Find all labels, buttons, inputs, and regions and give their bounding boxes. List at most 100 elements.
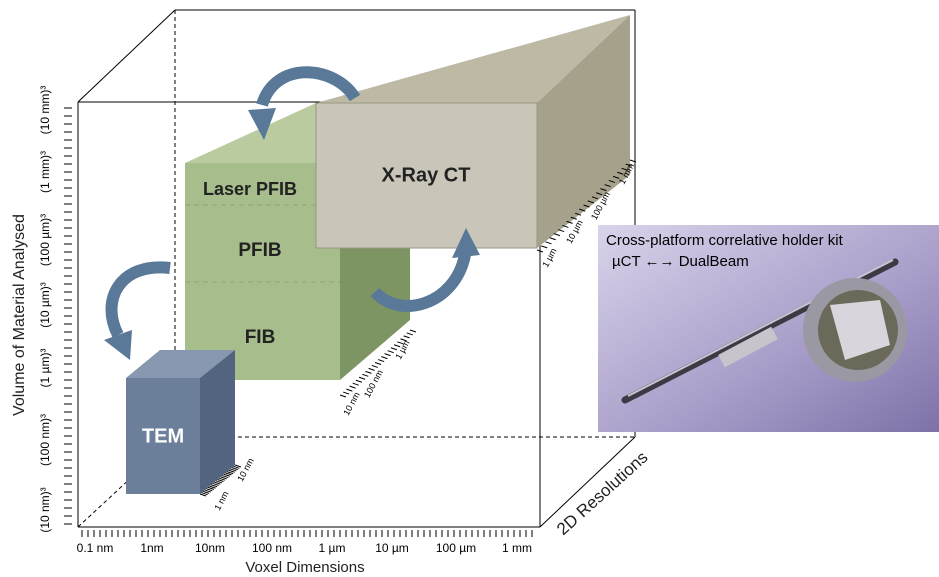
depth-tick-label: 1 µm xyxy=(393,338,411,361)
depth-tick-label: 10 nm xyxy=(341,390,362,417)
y-tick-label: (10 mm)³ xyxy=(38,86,52,135)
depth-minor-tick xyxy=(226,471,234,475)
depth-minor-tick xyxy=(608,179,616,183)
depth-minor-tick xyxy=(381,356,388,360)
depth-minor-tick xyxy=(400,338,407,342)
y-tick-label: (100 µm)³ xyxy=(38,214,52,266)
y-tick-label: (1 mm)³ xyxy=(38,151,52,193)
depth-minor-tick xyxy=(397,341,404,345)
depth-minor-tick xyxy=(343,391,350,395)
y-tick-label: (1 µm)³ xyxy=(38,349,52,388)
depth-minor-tick xyxy=(358,376,366,380)
depth-minor-tick xyxy=(570,216,577,220)
depth-minor-tick xyxy=(228,469,235,473)
y-tick-label: (10 µm)³ xyxy=(38,282,52,328)
block-label: PFIB xyxy=(238,240,281,261)
depth-minor-tick xyxy=(591,196,599,200)
x-tick-label: 100 µm xyxy=(436,541,476,555)
depth-minor-tick xyxy=(203,490,210,494)
depth-minor-tick xyxy=(566,220,573,224)
depth-tick-label: 10 nm xyxy=(235,456,256,483)
block-label: Laser PFIB xyxy=(203,179,297,199)
depth-minor-tick xyxy=(233,465,240,469)
depth-minor-tick xyxy=(621,167,628,171)
depth-minor-tick xyxy=(545,241,552,245)
depth-minor-tick xyxy=(384,353,391,357)
depth-minor-tick xyxy=(378,359,385,363)
depth-minor-tick xyxy=(604,184,611,188)
depth-minor-tick xyxy=(536,249,544,253)
tem-block xyxy=(126,350,235,494)
depth-minor-tick xyxy=(212,482,219,486)
depth-minor-tick xyxy=(583,204,590,208)
x-tick-label: 10nm xyxy=(195,541,225,555)
x-tick-label: 1 µm xyxy=(319,541,346,555)
depth-minor-tick xyxy=(355,379,363,383)
depth-tick-label: 1 µm xyxy=(540,246,558,269)
depth-minor-tick xyxy=(362,373,369,377)
depth-minor-tick xyxy=(625,163,632,167)
xray-block xyxy=(315,15,630,249)
depth-axis-label: 2D Resolutions xyxy=(553,448,651,539)
block-label: FIB xyxy=(245,327,276,348)
x-tick-label: 10 µm xyxy=(375,541,409,555)
depth-minor-tick xyxy=(557,229,565,233)
depth-minor-tick xyxy=(218,477,226,481)
x-tick-label: 1 mm xyxy=(502,541,532,555)
depth-minor-tick xyxy=(339,394,347,398)
depth-minor-tick xyxy=(393,344,401,348)
depth-minor-tick xyxy=(579,208,586,212)
depth-minor-tick xyxy=(223,473,231,477)
depth-minor-tick xyxy=(596,192,603,196)
block-label: X-Ray CT xyxy=(382,164,471,186)
photo: Cross-platform correlative holder kit µC… xyxy=(598,225,939,432)
depth-minor-tick xyxy=(215,480,223,484)
depth-minor-tick xyxy=(409,329,417,333)
photo-caption: µCT ←→ DualBeam xyxy=(612,253,749,270)
depth-minor-tick xyxy=(390,347,398,351)
depth-minor-tick xyxy=(209,485,216,489)
depth-minor-tick xyxy=(222,475,229,479)
depth-minor-tick xyxy=(549,237,556,241)
x-tick-label: 0.1 nm xyxy=(77,541,114,555)
depth-minor-tick xyxy=(204,489,211,493)
depth-minor-tick xyxy=(587,200,594,204)
y-tick-label: (100 nm)³ xyxy=(38,414,52,466)
y-axis-label: Volume of Material Analysed xyxy=(11,214,28,416)
depth-minor-tick xyxy=(371,364,378,368)
depth-minor-tick xyxy=(220,476,227,480)
tick-marks xyxy=(64,107,637,537)
depth-minor-tick xyxy=(629,159,637,163)
depth-minor-tick xyxy=(365,370,372,374)
depth-minor-tick xyxy=(201,492,208,496)
depth-minor-tick xyxy=(346,388,353,392)
depth-minor-tick xyxy=(206,488,213,492)
depth-minor-tick xyxy=(612,175,620,179)
depth-tick-label: 100 nm xyxy=(362,368,385,399)
depth-minor-tick xyxy=(234,464,242,468)
depth-minor-tick xyxy=(553,233,561,237)
depth-minor-tick xyxy=(210,484,218,488)
depth-minor-tick xyxy=(387,350,394,354)
depth-minor-tick xyxy=(217,479,224,482)
depth-minor-tick xyxy=(214,481,221,485)
x-tick-label: 100 nm xyxy=(252,541,292,555)
y-tick-label: (10 nm)³ xyxy=(38,487,52,532)
depth-minor-tick xyxy=(562,224,569,228)
depth-minor-tick xyxy=(207,486,215,490)
depth-minor-tick xyxy=(352,382,359,386)
depth-minor-tick xyxy=(600,188,607,192)
depth-minor-tick xyxy=(349,385,356,389)
depth-minor-tick xyxy=(406,332,413,336)
x-axis-label: Voxel Dimensions xyxy=(245,559,364,576)
depth-minor-tick xyxy=(231,467,238,471)
depth-minor-tick xyxy=(541,245,548,249)
depth-minor-tick xyxy=(230,468,237,472)
depth-minor-tick xyxy=(574,212,582,216)
x-tick-label: 1nm xyxy=(140,541,163,555)
depth-minor-tick xyxy=(199,493,207,497)
depth-minor-tick xyxy=(374,362,382,365)
photo-caption: Cross-platform correlative holder kit xyxy=(606,232,844,249)
depth-minor-tick xyxy=(617,171,624,175)
